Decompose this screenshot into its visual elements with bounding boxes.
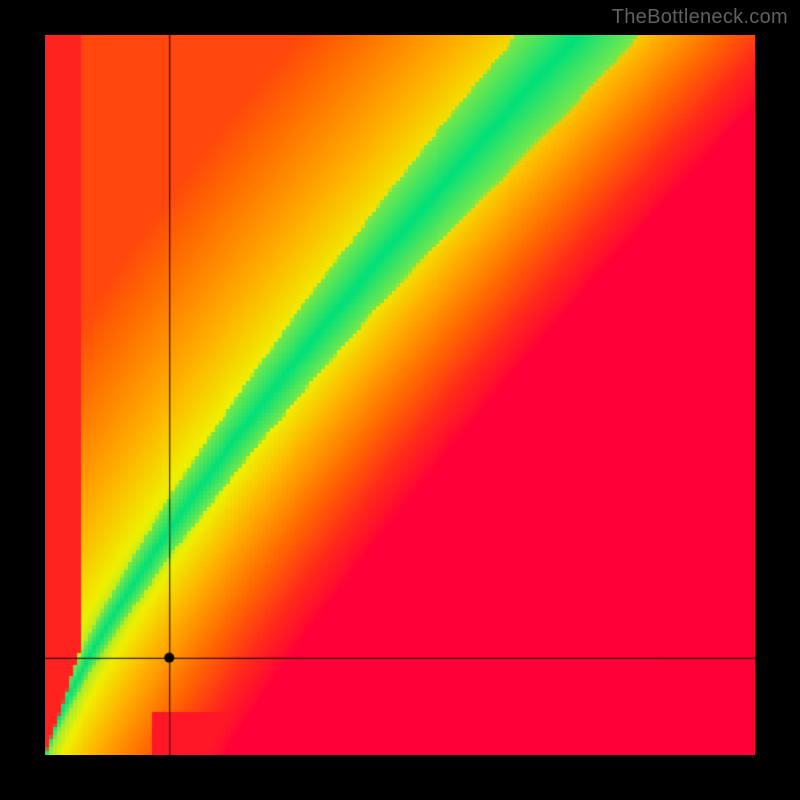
bottleneck-heatmap xyxy=(45,35,755,755)
watermark-text: TheBottleneck.com xyxy=(612,6,788,29)
figure-container: TheBottleneck.com xyxy=(0,0,800,800)
plot-area xyxy=(45,35,755,755)
